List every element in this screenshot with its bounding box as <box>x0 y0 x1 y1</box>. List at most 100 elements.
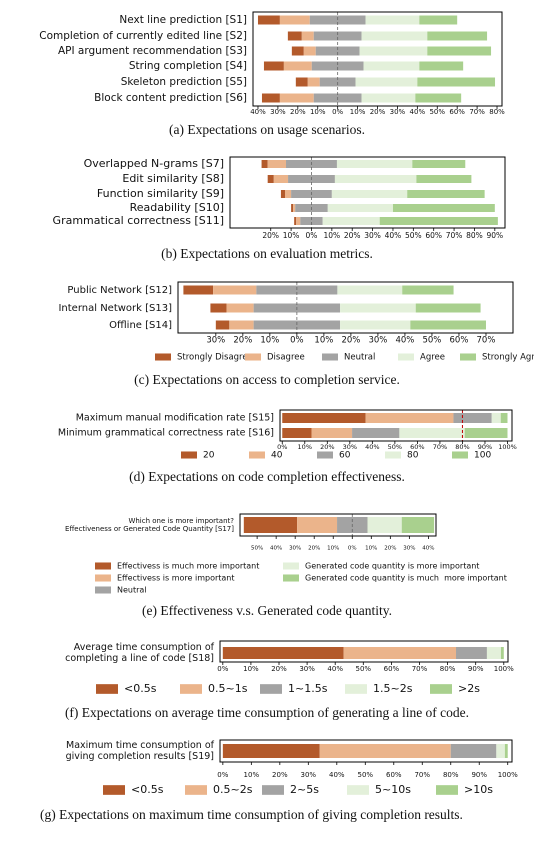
x-tick-label: 30% <box>206 336 225 346</box>
legend-label: Agree <box>420 353 445 363</box>
x-tick-label: 10% <box>324 231 341 240</box>
legend-swatch <box>347 785 369 795</box>
bar-segment <box>213 285 257 295</box>
x-tick-label: 40% <box>422 546 434 552</box>
x-tick-label: 30% <box>299 665 315 673</box>
bar-segment <box>361 93 416 103</box>
bar-segment <box>327 204 393 212</box>
bar-segment <box>486 647 501 659</box>
bar-segment <box>392 204 495 212</box>
legend-swatch <box>181 451 197 459</box>
x-tick-label: 50% <box>405 231 422 240</box>
x-tick-label: 0% <box>217 771 228 779</box>
category-label: Edit similarity [S8] <box>122 172 224 185</box>
x-tick-label: 30% <box>343 443 357 451</box>
bar-segment <box>379 217 498 225</box>
x-tick-label: 20% <box>271 665 287 673</box>
x-tick-label: 0% <box>348 546 357 552</box>
x-tick-label: 60% <box>384 665 400 673</box>
x-tick-label: 30% <box>390 108 406 116</box>
category-label: Average time consumption of <box>74 642 215 653</box>
category-label: Which one is more important? <box>128 517 234 525</box>
bar-segment <box>273 175 289 183</box>
legend-label: 40 <box>271 451 283 461</box>
bar-segment <box>261 93 280 103</box>
legend-swatch <box>436 785 458 795</box>
x-tick-label: 30% <box>270 108 286 116</box>
bar-segment <box>295 77 308 87</box>
legend-label: <0.5s <box>131 783 164 796</box>
x-tick-label: 40% <box>327 665 343 673</box>
category-label: Public Network [S12] <box>67 285 172 296</box>
category-label: Function similarity [S9] <box>97 187 224 200</box>
x-tick-label: 0% <box>290 336 304 346</box>
bar-segment <box>183 285 214 295</box>
legend-label: 0.5~2s <box>213 783 253 796</box>
category-label: Minimum grammatical correctness rate [S1… <box>58 428 274 439</box>
x-tick-label: 60% <box>410 443 424 451</box>
x-tick-label: 50% <box>251 546 263 552</box>
legend-label: Effectivess is more important <box>117 574 235 583</box>
bar-segment <box>261 160 268 168</box>
bar-segment <box>303 46 316 56</box>
caption: (d) Expectations on code completion effe… <box>129 469 405 484</box>
x-tick-label: 10% <box>314 336 333 346</box>
caption: (b) Expectations on evaluation metrics. <box>161 246 373 261</box>
legend-swatch <box>180 684 202 694</box>
legend-swatch <box>95 562 111 570</box>
legend-swatch <box>385 451 401 459</box>
bar-segment <box>222 647 344 659</box>
bar-segment <box>427 46 492 56</box>
x-tick-label: 70% <box>433 443 447 451</box>
bar-segment <box>287 31 302 41</box>
x-tick-label: 70% <box>469 108 485 116</box>
bar-segment <box>416 175 472 183</box>
x-tick-label: 10% <box>350 108 366 116</box>
x-tick-label: 80% <box>466 231 483 240</box>
legend-swatch <box>398 353 414 361</box>
legend-swatch <box>95 586 111 594</box>
bar-segment <box>417 77 496 87</box>
x-tick-label: 30% <box>403 546 415 552</box>
bar-segment <box>402 285 454 295</box>
bar-segment <box>282 428 312 438</box>
x-tick-label: 20% <box>384 546 396 552</box>
category-label: Skeleton prediction [S5] <box>121 76 247 88</box>
x-tick-label: 0% <box>332 108 343 116</box>
x-tick-label: 20% <box>272 771 288 779</box>
legend-label: 60 <box>339 451 351 461</box>
x-tick-label: 20% <box>341 336 360 346</box>
legend-label: 2~5s <box>290 783 319 796</box>
bar-segment <box>313 31 362 41</box>
category-label: giving completion results [S19] <box>66 751 214 762</box>
x-tick-label: 80% <box>489 108 505 116</box>
bar-segment <box>331 190 408 198</box>
x-tick-label: 80% <box>440 665 456 673</box>
x-tick-label: 20% <box>344 231 361 240</box>
legend-label: <0.5s <box>124 682 157 695</box>
bar-segment <box>257 15 280 25</box>
legend-swatch <box>249 451 265 459</box>
legend-swatch <box>452 451 468 459</box>
x-tick-label: 20% <box>290 108 306 116</box>
x-tick-label: 40% <box>410 108 426 116</box>
bar-segment <box>307 77 320 87</box>
bar-segment <box>355 77 418 87</box>
plot-frame <box>252 11 503 107</box>
x-tick-label: 70% <box>412 665 428 673</box>
x-tick-label: 50% <box>356 665 372 673</box>
legend-swatch <box>460 353 476 361</box>
legend-swatch <box>345 684 367 694</box>
x-tick-label: 90% <box>471 771 487 779</box>
category-label: Offline [S14] <box>109 320 172 331</box>
bar-segment <box>291 46 304 56</box>
caption: (f) Expectations on average time consump… <box>64 705 470 720</box>
bar-segment <box>464 428 508 438</box>
legend-swatch <box>283 562 299 570</box>
bar-segment <box>456 647 487 659</box>
caption: (e) Effectiveness v.s. Generated code qu… <box>142 603 392 618</box>
plot-frame <box>229 156 506 229</box>
x-tick-label: 90% <box>486 231 503 240</box>
